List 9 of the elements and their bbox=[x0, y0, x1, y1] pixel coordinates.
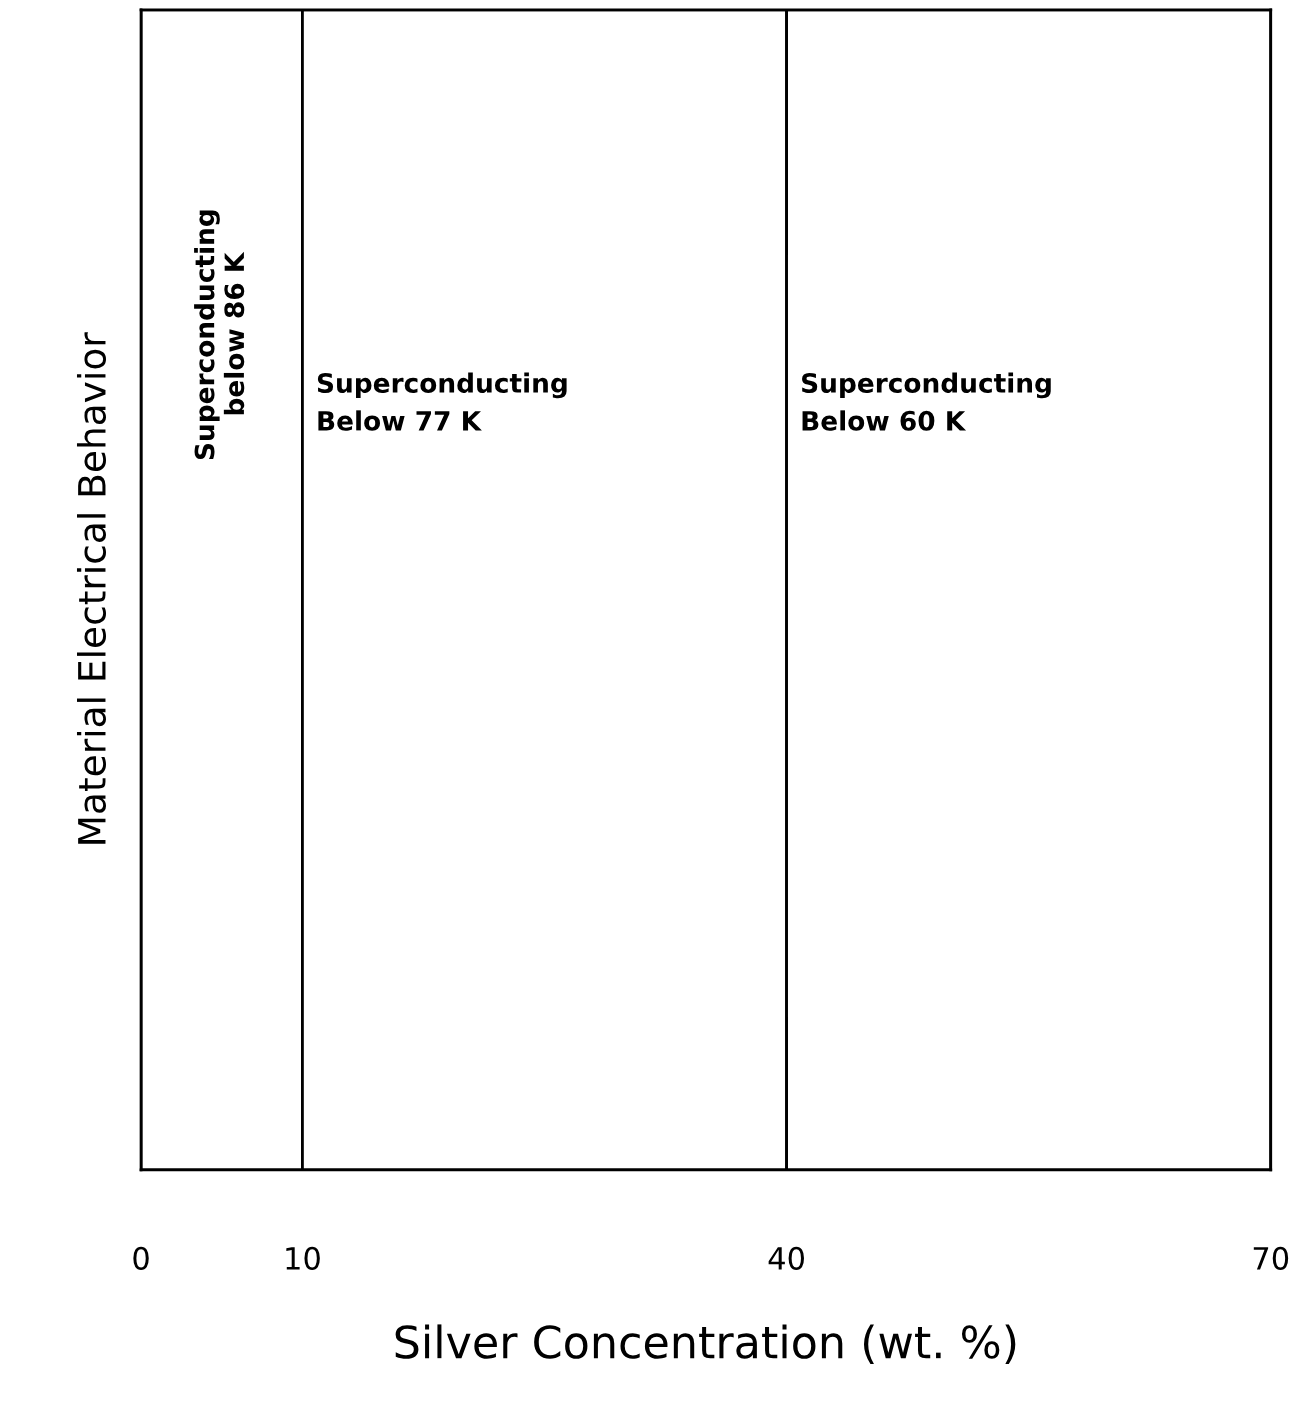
series-label: Superconducting Below 60 K bbox=[802, 372, 1051, 431]
x-tick-label: 70 bbox=[1253, 1246, 1289, 1270]
y-axis-title: Material Electrical Behavior bbox=[76, 332, 106, 844]
x-tick-label: 40 bbox=[768, 1246, 804, 1270]
x-tick-label: 0 bbox=[133, 1246, 149, 1270]
series-label: Superconducting below 86 K bbox=[194, 210, 245, 460]
series-label: Superconducting Below 77 K bbox=[317, 372, 567, 431]
x-axis-title: Silver Concentration (wt. %) bbox=[395, 1324, 1016, 1365]
x-tick-label: 10 bbox=[286, 1246, 320, 1270]
